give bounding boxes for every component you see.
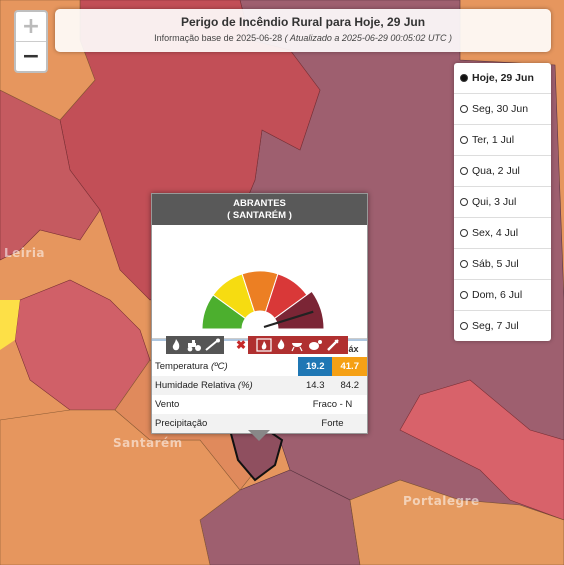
popup-location-name: ABRANTES [233, 198, 286, 209]
barbecue-icon [291, 343, 303, 352]
prohibited-activities-icons [248, 336, 348, 354]
allowed-activities-icons [166, 336, 224, 354]
humidity-label: Humidade Relativa (%) [152, 376, 298, 395]
map-subtitle: Informação base de 2025-06-28 ( Atualiza… [55, 33, 551, 43]
row-temperature: Temperatura (ºC) 19.2 41.7 [152, 357, 367, 376]
humidity-min: 14.3 [298, 376, 333, 395]
temperature-min: 19.2 [298, 357, 333, 376]
tools-icon [205, 338, 220, 351]
popup-district: ( SANTARÉM ) [227, 210, 292, 221]
day-option-label: Qui, 3 Jul [472, 196, 517, 208]
gauge-hub [253, 322, 267, 336]
base-info: Informação base de 2025-06-28 [154, 33, 283, 43]
day-option[interactable]: Seg, 7 Jul [454, 311, 551, 341]
temperature-max: 41.7 [332, 357, 367, 376]
day-option[interactable]: Dom, 6 Jul [454, 280, 551, 311]
radio-unselected-icon[interactable] [460, 105, 468, 113]
zoom-in-button[interactable]: + [21, 14, 41, 39]
day-option[interactable]: Sex, 4 Jul [454, 218, 551, 249]
popup-header: ABRANTES ( SANTARÉM ) [152, 194, 367, 225]
precipitation-value: Forte [298, 414, 367, 433]
day-option[interactable]: Qua, 2 Jul [454, 156, 551, 187]
precipitation-label: Precipitação [152, 414, 298, 433]
day-option-label: Qua, 2 Jul [472, 165, 520, 177]
map-label-portalegre: Portalegre [403, 494, 480, 508]
popup-tip [248, 430, 270, 441]
fireworks-icon [277, 339, 285, 350]
gauge-needle [263, 310, 314, 329]
map-title: Perigo de Incêndio Rural para Hoje, 29 J… [180, 15, 426, 29]
day-selector: Hoje, 29 Jun Seg, 30 Jun Ter, 1 Jul Qua, 2 … [454, 63, 551, 341]
radio-unselected-icon[interactable] [460, 198, 468, 206]
prohibited-x-icon: ✖ [236, 338, 247, 352]
danger-gauge [201, 270, 325, 336]
wind-value: Fraco - N [312, 399, 353, 410]
danger-gauge-area: ✖ [152, 225, 367, 354]
row-humidity: Humidade Relativa (%) 14.3 84.2 [152, 376, 367, 395]
radio-unselected-icon[interactable] [460, 291, 468, 299]
humidity-max: 84.2 [332, 376, 367, 395]
radio-unselected-icon[interactable] [460, 322, 468, 330]
updated-info: ( Atualizado a 2025-06-29 00:05:02 UTC ) [284, 33, 452, 43]
day-option[interactable]: Hoje, 29 Jun [454, 63, 551, 94]
day-option-label: Ter, 1 Jul [472, 134, 515, 146]
day-option-label: Sex, 4 Jul [472, 227, 519, 239]
radio-unselected-icon[interactable] [460, 260, 468, 268]
fire-icon [172, 339, 180, 351]
map-title-box: Perigo de Incêndio Rural para Hoje, 29 J… [55, 9, 551, 52]
machinery-icon [327, 339, 339, 351]
radio-unselected-icon[interactable] [460, 167, 468, 175]
day-option-label: Hoje, 29 Jun [472, 72, 534, 84]
row-wind: Vento Fraco - N [152, 395, 367, 414]
day-option-label: Seg, 7 Jul [472, 320, 519, 332]
temperature-label: Temperatura (ºC) [155, 361, 228, 372]
map-label-leiria: Leiria [4, 246, 46, 260]
burning-icon [256, 338, 272, 352]
day-option[interactable]: Seg, 30 Jun [454, 94, 551, 125]
wind-label: Vento [155, 399, 180, 410]
day-option-label: Sáb, 5 Jul [472, 258, 519, 270]
apiary-icon [309, 340, 322, 350]
day-option-label: Seg, 30 Jun [472, 103, 529, 115]
day-option[interactable]: Qui, 3 Jul [454, 187, 551, 218]
map-label-santarem: Santarém [113, 436, 183, 450]
radio-selected-icon[interactable] [460, 74, 468, 82]
zoom-control: + − [14, 10, 48, 73]
tractor-icon [187, 340, 201, 352]
radio-unselected-icon[interactable] [460, 229, 468, 237]
day-option[interactable]: Ter, 1 Jul [454, 125, 551, 156]
row-precipitation: Precipitação Forte [152, 414, 367, 433]
zoom-out-button[interactable]: − [16, 41, 46, 71]
location-popup: ABRANTES ( SANTARÉM ) ✖ Min Máx [151, 193, 368, 434]
day-option[interactable]: Sáb, 5 Jul [454, 249, 551, 280]
day-option-label: Dom, 6 Jul [472, 289, 523, 301]
radio-unselected-icon[interactable] [460, 136, 468, 144]
